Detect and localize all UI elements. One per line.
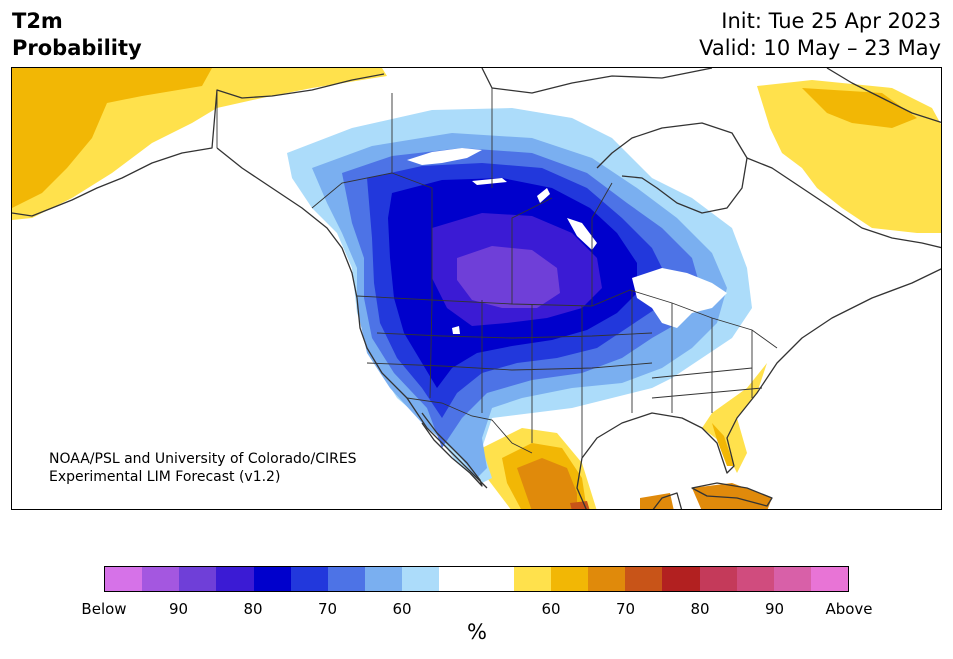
great-slave-lake [407, 148, 482, 165]
labrador-coast [746, 157, 941, 249]
colorbar-tick-label: 80 [690, 600, 710, 618]
greenland-coast [826, 68, 941, 124]
colorbar-tick-label: 60 [392, 600, 412, 618]
colorbar-swatch [290, 567, 328, 591]
reindeer-lake [537, 188, 550, 203]
great-salt-lake [452, 326, 460, 334]
map-canvas [12, 68, 941, 509]
init-date: Init: Tue 25 Apr 2023 [721, 9, 941, 33]
province-borders [311, 88, 613, 306]
title-type: Probability [12, 36, 142, 60]
alaska-coast [12, 73, 385, 217]
cold-90 [457, 246, 560, 308]
pacific-coast [216, 147, 488, 489]
southeast-above-60 [702, 363, 767, 473]
mexico-above-85 [570, 501, 590, 509]
colorbar-tick-label: Below [81, 600, 127, 618]
state-borders [366, 290, 763, 458]
us-mexico-border [406, 397, 533, 454]
cuba-coast [691, 482, 773, 507]
colorbar-swatch [402, 567, 440, 591]
colorbar-tick-label: Above [825, 600, 873, 618]
colorbar-tick-label: 70 [317, 600, 338, 618]
colorbar-swatch [365, 567, 403, 591]
colorbar-unit: % [467, 620, 487, 644]
forecast-dates: Init: Tue 25 Apr 2023 Valid: 10 May – 23… [699, 8, 941, 62]
alaska-above-70 [12, 68, 212, 208]
gulf-mexico-coast [652, 492, 683, 509]
colorbar-swatch [773, 567, 811, 591]
credit-line-1: NOAA/PSL and University of Colorado/CIRE… [49, 451, 357, 467]
florida-above-70 [712, 423, 734, 466]
colorbar-legend [104, 566, 849, 592]
colorbar-swatch [810, 567, 849, 591]
colorbar-swatch [327, 567, 366, 591]
colorbar-swatch [513, 567, 551, 591]
colorbar-swatch [476, 567, 514, 591]
baja-coast [421, 412, 483, 487]
colorbar-tick-label: 80 [243, 600, 263, 618]
shading-layer [12, 68, 941, 509]
coastlines-layer [12, 68, 941, 509]
borders-layer [216, 88, 778, 458]
hudson-bay [596, 122, 748, 214]
colorbar-tick-label: 90 [168, 600, 189, 618]
colorbar-swatch [550, 567, 589, 591]
credit-text: NOAA/PSL and University of Colorado/CIRE… [49, 450, 357, 486]
colorbar-swatch [736, 567, 774, 591]
colorbar-swatch [699, 567, 737, 591]
colorbar-swatch [253, 567, 291, 591]
colorbar-swatch [216, 567, 254, 591]
alaska-above-60 [12, 68, 387, 220]
cuba-above-80 [692, 483, 772, 509]
colorbar-tick-label: 70 [615, 600, 636, 618]
colorbar-swatch [105, 567, 143, 591]
arctic-islands [481, 68, 713, 94]
us-canada-border [356, 289, 778, 349]
map-title: T2m Probability [12, 8, 142, 62]
credit-line-2: Experimental LIM Forecast (v1.2) [49, 469, 281, 485]
atlantic-coast [576, 268, 941, 509]
title-variable: T2m [12, 9, 63, 33]
colorbar-swatch [179, 567, 217, 591]
baffin-above-70 [802, 88, 917, 128]
lake-winnipeg [567, 218, 597, 250]
valid-range: Valid: 10 May – 23 May [699, 36, 941, 60]
mexico-above-80 [517, 458, 577, 509]
colorbar-tick-label: 60 [541, 600, 561, 618]
probability-map [11, 67, 942, 510]
colorbar-swatch [142, 567, 180, 591]
great-lakes [632, 268, 727, 328]
colorbar-swatch [662, 567, 700, 591]
lake-athabasca [472, 178, 507, 185]
colorbar-swatch [439, 567, 477, 591]
colorbar-swatch [588, 567, 626, 591]
colorbar-tick-label: 90 [764, 600, 785, 618]
colorbar-swatch [625, 567, 663, 591]
